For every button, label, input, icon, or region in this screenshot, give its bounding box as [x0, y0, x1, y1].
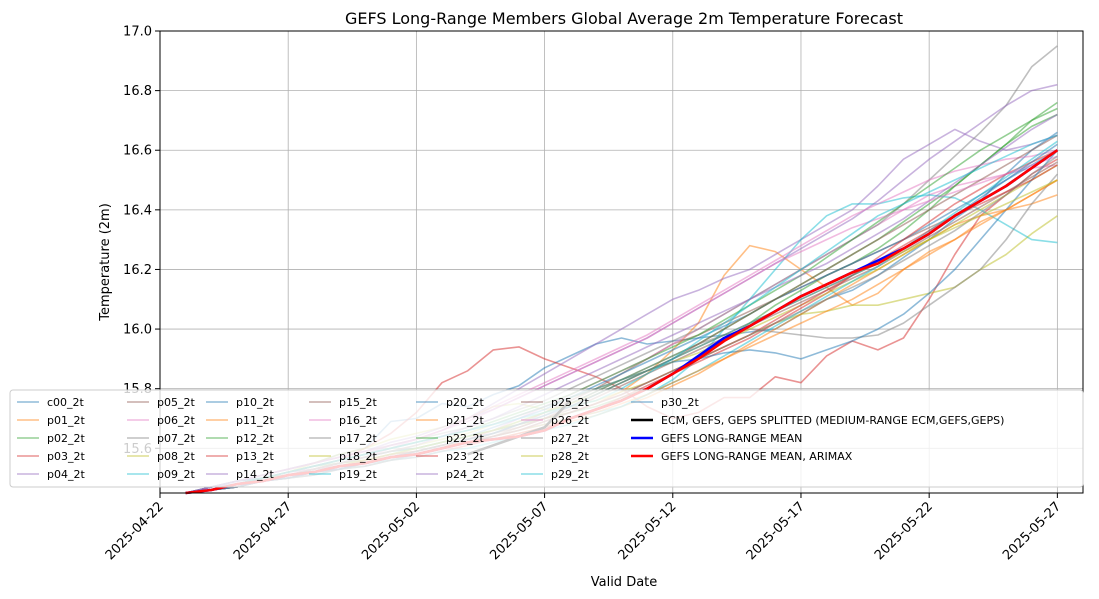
plot-frame [159, 30, 1084, 494]
legend-label: p10_2t [236, 396, 274, 409]
legend-label: p08_2t [157, 450, 195, 463]
legend-label: c00_2t [47, 396, 85, 409]
legend-label: p26_2t [551, 414, 589, 427]
x-tick-label: 2025-05-17 [744, 499, 808, 563]
legend-label: p03_2t [47, 450, 85, 463]
x-tick-label: 2025-04-22 [103, 499, 167, 563]
x-tick-label: 2025-04-27 [231, 499, 295, 563]
y-tick-label: 16.0 [123, 323, 152, 338]
legend-label: p23_2t [446, 450, 484, 463]
legend-label: p29_2t [551, 468, 589, 481]
legend-label: p28_2t [551, 450, 589, 463]
legend-label: GEFS LONG-RANGE MEAN [661, 432, 802, 445]
legend-label: p14_2t [236, 468, 274, 481]
legend-label: p09_2t [157, 468, 195, 481]
legend-label: p18_2t [339, 450, 377, 463]
legend-label: p01_2t [47, 414, 85, 427]
legend-label: p22_2t [446, 432, 484, 445]
legend-label: p25_2t [551, 396, 589, 409]
legend-label: p04_2t [47, 468, 85, 481]
x-tick-label: 2025-05-12 [616, 499, 680, 563]
legend-label: p11_2t [236, 414, 274, 427]
x-tick-label: 2025-05-27 [1000, 499, 1064, 563]
x-tick-label: 2025-05-22 [872, 499, 936, 563]
chart-title: GEFS Long-Range Members Global Average 2… [345, 9, 903, 28]
y-tick-label: 17.0 [123, 25, 152, 40]
legend-label: p17_2t [339, 432, 377, 445]
legend-label: ECM, GEFS, GEPS SPLITTED (MEDIUM-RANGE E… [661, 414, 1004, 427]
legend-label: p19_2t [339, 468, 377, 481]
legend-box [9, 389, 1084, 488]
legend-label: p07_2t [157, 432, 195, 445]
y-tick-label: 16.2 [123, 263, 152, 278]
legend-label: p05_2t [157, 396, 195, 409]
legend-label: p02_2t [47, 432, 85, 445]
y-tick-label: 16.8 [123, 84, 152, 99]
legend-label: p16_2t [339, 414, 377, 427]
y-tick-label: 16.4 [123, 203, 152, 218]
x-tick-label: 2025-05-02 [359, 499, 423, 563]
legend-label: p27_2t [551, 432, 589, 445]
legend-label: GEFS LONG-RANGE MEAN, ARIMAX [661, 450, 853, 463]
legend-label: p15_2t [339, 396, 377, 409]
legend-label: p21_2t [446, 414, 484, 427]
legend-label: p30_2t [661, 396, 699, 409]
legend-label: p13_2t [236, 450, 274, 463]
legend-label: p20_2t [446, 396, 484, 409]
legend-label: p06_2t [157, 414, 195, 427]
legend-label: p12_2t [236, 432, 274, 445]
y-tick-label: 16.6 [123, 144, 152, 159]
x-tick-label: 2025-05-07 [487, 499, 551, 563]
x-axis-title: Valid Date [591, 575, 658, 590]
legend-label: p24_2t [446, 468, 484, 481]
legend: c00_2t p01_2t p02_2t p03_2t p04_2t p05_2t p06_… [9, 389, 1084, 488]
y-axis-title: Temperature (2m) [98, 203, 113, 322]
